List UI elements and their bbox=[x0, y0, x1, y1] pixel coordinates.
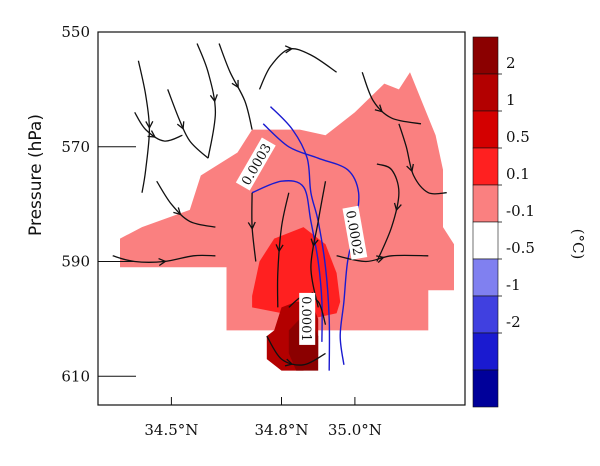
colorbar-swatch-0 bbox=[472, 36, 499, 75]
colorbar-swatch-9 bbox=[472, 369, 499, 408]
shaded-region-1 bbox=[252, 227, 341, 319]
y-tick-label-3: 610 bbox=[61, 367, 90, 385]
y-tick-label-0: 550 bbox=[61, 23, 90, 41]
contour-line-2 bbox=[251, 180, 323, 342]
streamline-0 bbox=[137, 60, 151, 193]
colorbar: 2 1 0.5 0.1 -0.1 -0.5 -1 -2 (°C) bbox=[472, 36, 587, 408]
streamline-arrow-14 bbox=[376, 255, 385, 264]
streamline-1 bbox=[134, 111, 183, 142]
colorbar-swatch-1 bbox=[472, 73, 499, 112]
colorbar-label-3: 0.1 bbox=[506, 165, 530, 183]
streamline-11 bbox=[251, 192, 257, 262]
streamline-8 bbox=[376, 163, 400, 262]
colorbar-label-4: -0.1 bbox=[506, 202, 535, 220]
streamline-arrow-12 bbox=[275, 244, 284, 253]
colorbar-swatch-4 bbox=[472, 184, 499, 223]
colorbar-label-2: 0.5 bbox=[506, 128, 530, 146]
colorbar-label-6: -1 bbox=[506, 276, 521, 294]
streamline-arrow-8 bbox=[393, 202, 402, 212]
streamline-arrow-4 bbox=[231, 79, 239, 89]
colorbar-label-5: -0.5 bbox=[506, 239, 535, 257]
streamline-arrow-7 bbox=[406, 163, 414, 173]
colorbar-swatch-3 bbox=[472, 147, 499, 186]
streamline-4 bbox=[218, 43, 253, 130]
colorbar-swatch-5 bbox=[472, 221, 499, 260]
streamline-arrow-5 bbox=[284, 45, 294, 54]
streamline-arrow-1 bbox=[147, 130, 157, 138]
streamline-5 bbox=[258, 48, 337, 90]
x-tick-label-0: 34.5°N bbox=[144, 421, 198, 439]
streamline-arrow-15 bbox=[284, 358, 294, 367]
streamline-arrow-3 bbox=[209, 94, 218, 103]
y-tick-label-1: 570 bbox=[61, 138, 90, 156]
streamline-arrow-9 bbox=[173, 207, 182, 216]
streamline-arrow-10 bbox=[158, 257, 167, 267]
streamlines bbox=[112, 43, 447, 367]
colorbar-label-0: 2 bbox=[506, 54, 516, 72]
colorbar-swatch-7 bbox=[472, 295, 499, 334]
streamline-arrow-6 bbox=[374, 104, 383, 113]
streamline-3 bbox=[196, 43, 217, 159]
x-tick-label-2: 35.0°N bbox=[328, 421, 382, 439]
colorbar-swatch-6 bbox=[472, 258, 499, 297]
y-tick-label-2: 590 bbox=[61, 253, 90, 271]
x-axis: 34.5°N 34.8°N 35.0°N bbox=[144, 397, 382, 439]
streamline-2 bbox=[167, 89, 209, 159]
colorbar-swatch-2 bbox=[472, 110, 499, 149]
streamline-arrow-2 bbox=[176, 121, 185, 130]
contour-label-2: 0.0001 bbox=[298, 292, 316, 345]
x-tick-label-1: 34.8°N bbox=[254, 421, 308, 439]
contour-label-text-2: 0.0001 bbox=[298, 296, 313, 342]
colorbar-unit: (°C) bbox=[569, 229, 587, 260]
streamline-7 bbox=[398, 123, 447, 195]
streamline-arrow-13 bbox=[310, 238, 319, 248]
colorbar-label-7: -2 bbox=[506, 313, 521, 331]
streamline-arrow-11 bbox=[247, 221, 256, 231]
streamline-arrow-0 bbox=[145, 121, 154, 130]
y-axis-label: Pressure (hPa) bbox=[26, 114, 46, 236]
contour-line-0 bbox=[269, 106, 331, 371]
colorbar-label-1: 1 bbox=[506, 91, 516, 109]
colorbar-swatch-8 bbox=[472, 332, 499, 371]
y-axis: 550 570 590 610 bbox=[61, 23, 136, 385]
streamline-14 bbox=[336, 254, 429, 263]
shaded-regions bbox=[120, 72, 454, 371]
